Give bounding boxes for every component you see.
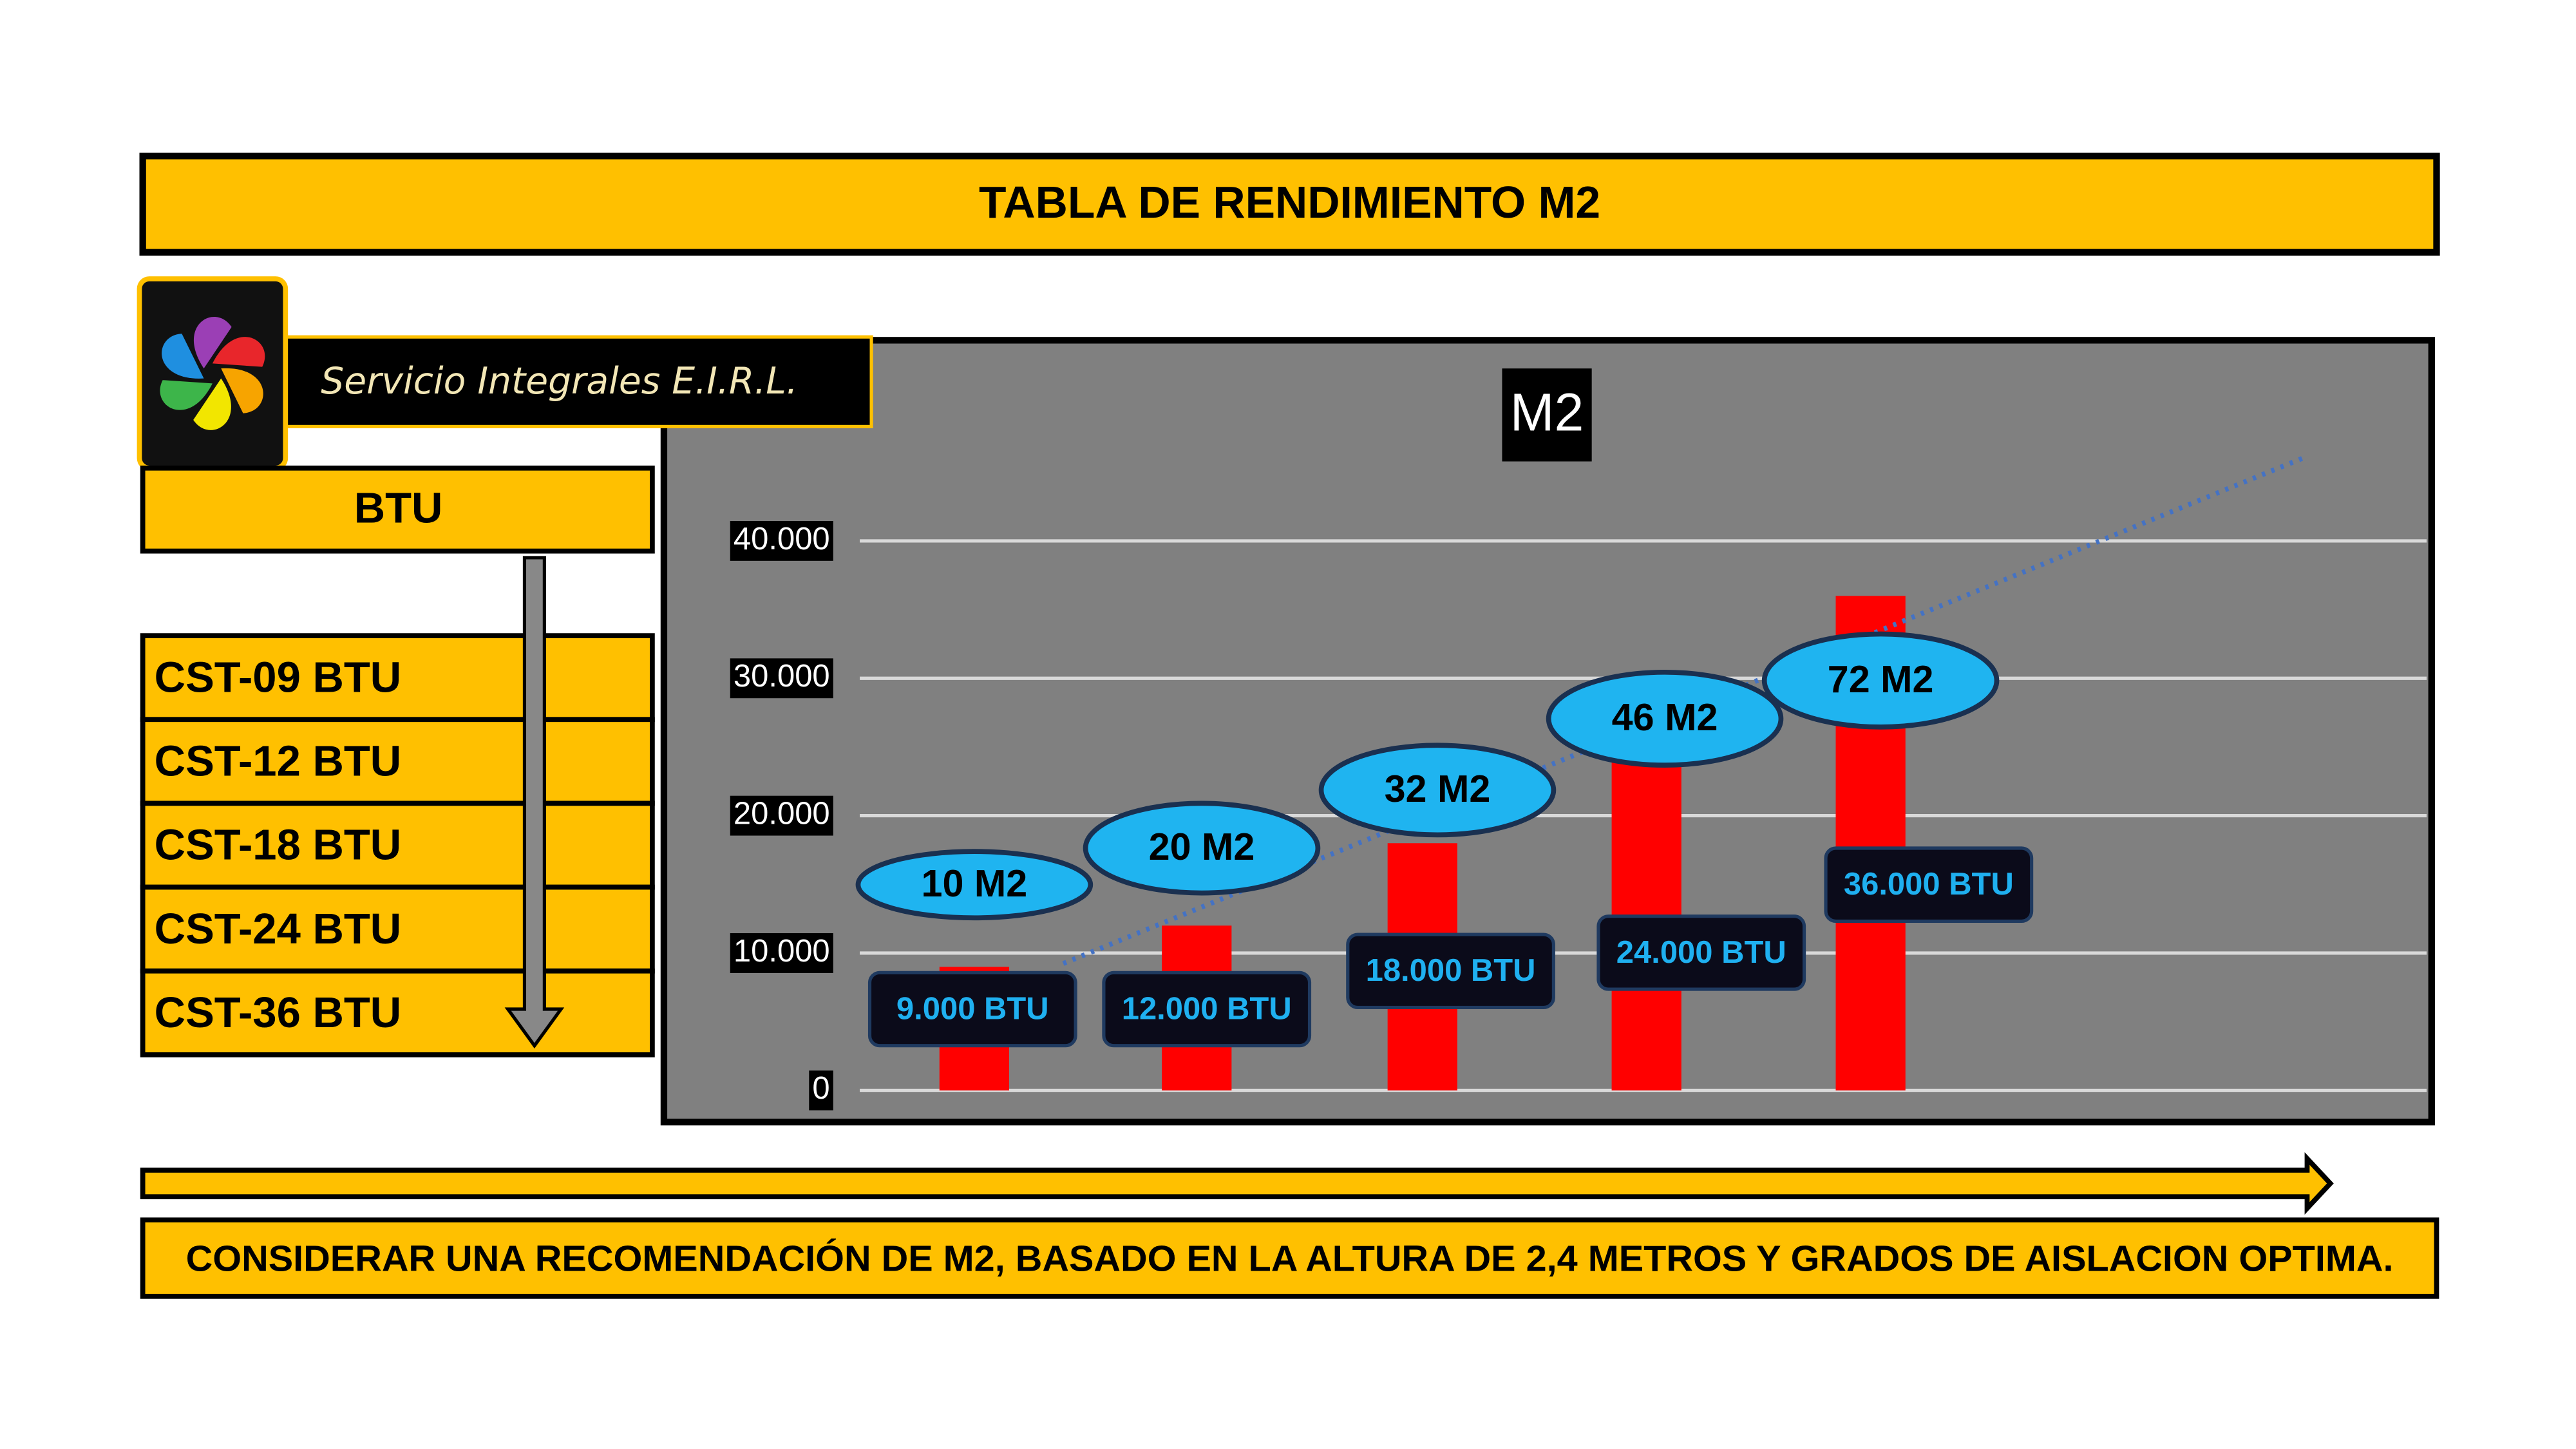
footer-note: CONSIDERAR UNA RECOMENDACIÓN DE M2, BASA…	[186, 1238, 2394, 1280]
area-bubble	[1546, 669, 1784, 768]
area-bubble	[1318, 743, 1557, 838]
area-label: 32 M2	[1385, 767, 1491, 810]
y-tick-label: 20.000	[734, 797, 830, 831]
model-row	[140, 968, 655, 1057]
value-label: 36.000 BTU	[1844, 867, 2014, 902]
chart-title: M2	[1510, 383, 1584, 442]
model-label: CST-12 BTU	[155, 737, 401, 786]
value-label-box	[867, 971, 1077, 1048]
footer-arrow	[140, 1152, 2334, 1215]
area-bubble	[855, 849, 1094, 921]
y-tick-box	[730, 795, 833, 836]
y-tick-label: 40.000	[734, 522, 830, 556]
area-label: 20 M2	[1149, 825, 1255, 868]
value-label: 24.000 BTU	[1616, 935, 1786, 970]
value-label-box	[1824, 846, 2034, 923]
btu-header	[140, 465, 655, 554]
company-name: Servicio Integrales E.I.R.L.	[321, 360, 798, 402]
area-label: 10 M2	[922, 862, 1028, 905]
value-label-box	[1346, 933, 1555, 1010]
y-tick-label: 10.000	[734, 934, 830, 969]
y-tick-box	[730, 658, 833, 699]
y-tick-label: 30.000	[734, 659, 830, 694]
y-tick-box	[730, 520, 833, 561]
y-tick-box	[730, 933, 833, 973]
model-list: CST-09 BTU CST-12 BTU CST-18 BTU CST-24 BTU…	[140, 633, 655, 1057]
y-tick-label: 0	[812, 1071, 829, 1106]
title-bar	[139, 153, 2440, 256]
value-label: 9.000 BTU	[896, 992, 1049, 1027]
model-row	[140, 717, 655, 806]
plot: M2 0 10.000 20.000 30.000 40.000 9.000 BTU 10 M…	[730, 368, 2427, 1111]
company-bar	[283, 335, 873, 428]
model-label: CST-36 BTU	[155, 989, 401, 1037]
model-label: CST-09 BTU	[155, 653, 401, 701]
value-label-box	[1596, 914, 1806, 991]
down-arrow	[504, 556, 565, 1049]
area-bubble	[1761, 631, 2000, 730]
area-label: 46 M2	[1612, 696, 1718, 739]
model-label: CST-24 BTU	[155, 905, 401, 953]
value-label-box	[1102, 971, 1312, 1048]
y-tick-box	[809, 1070, 833, 1111]
footer-bar	[140, 1217, 2439, 1299]
model-row	[140, 884, 655, 974]
model-label: CST-18 BTU	[155, 821, 401, 869]
area-label: 72 M2	[1828, 658, 1934, 701]
page-title: TABLA DE RENDIMIENTO M2	[979, 177, 1600, 227]
btu-title: BTU	[354, 484, 443, 533]
value-label: 18.000 BTU	[1366, 953, 1536, 988]
chart-title-box	[1502, 368, 1592, 462]
logo	[137, 276, 289, 471]
value-label: 12.000 BTU	[1122, 992, 1292, 1027]
area-bubble	[1083, 800, 1321, 896]
